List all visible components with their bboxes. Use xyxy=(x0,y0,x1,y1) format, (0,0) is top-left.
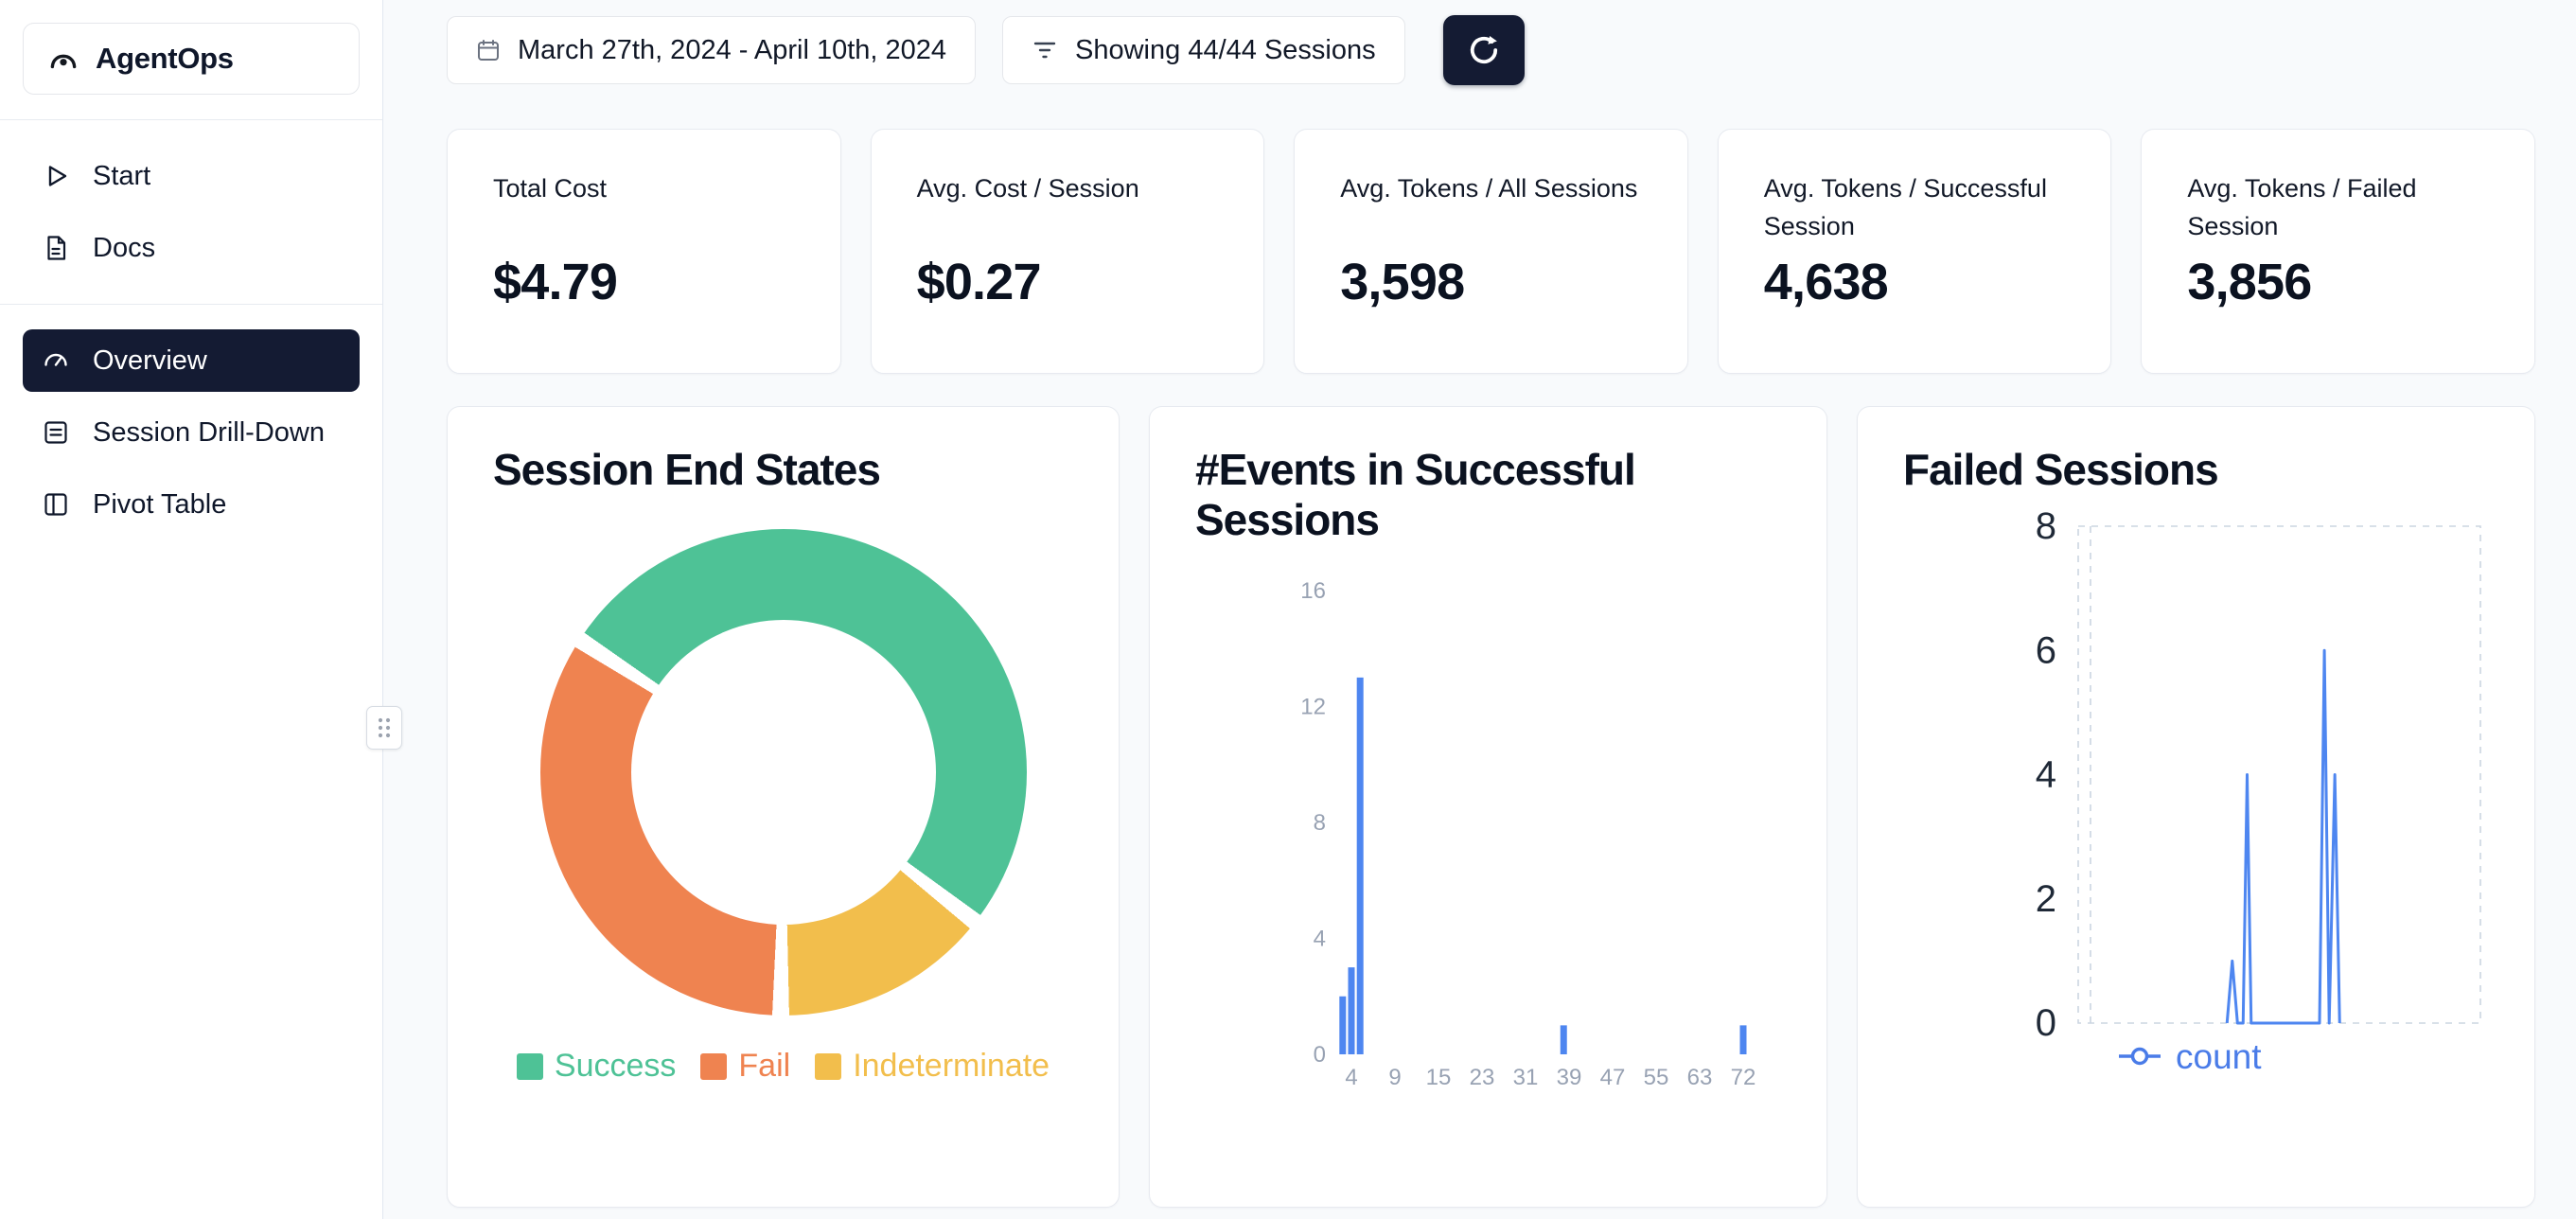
calendar-icon xyxy=(476,38,501,62)
legend-item-indeterminate: Indeterminate xyxy=(815,1048,1050,1085)
stat-label: Avg. Tokens / Failed Session xyxy=(2187,174,2417,240)
stat-value: 4,638 xyxy=(1763,254,1889,310)
date-range-button[interactable]: March 27th, 2024 - April 10th, 2024 xyxy=(447,16,977,84)
sidebar-divider xyxy=(0,304,382,305)
logo-text: AgentOps xyxy=(96,42,234,75)
grip-dots-icon xyxy=(378,717,391,738)
sidebar-item-label: Start xyxy=(93,160,151,191)
svg-text:4: 4 xyxy=(2036,754,2056,796)
sidebar-item-overview[interactable]: Overview xyxy=(23,329,360,392)
stats-row: Total Cost $4.79 Avg. Cost / Session $0.… xyxy=(447,129,2535,374)
sidebar-item-label: Session Drill-Down xyxy=(93,416,325,448)
legend-swatch xyxy=(815,1052,842,1080)
svg-text:72: 72 xyxy=(1731,1065,1756,1090)
svg-text:15: 15 xyxy=(1426,1065,1452,1090)
svg-text:55: 55 xyxy=(1644,1065,1669,1090)
svg-text:63: 63 xyxy=(1687,1065,1713,1090)
stat-value: $4.79 xyxy=(493,254,618,310)
charts-row: Session End States Success Fail Indetermin… xyxy=(447,406,2535,1208)
sidebar-item-start[interactable]: Start xyxy=(23,145,360,207)
failed-sessions-card: Failed Sessions 0 2 4 6 8 count xyxy=(1857,406,2535,1208)
sidebar-item-pivot-table[interactable]: Pivot Table xyxy=(23,473,360,536)
drilldown-list-icon xyxy=(40,416,72,449)
svg-text:23: 23 xyxy=(1470,1065,1495,1090)
svg-text:39: 39 xyxy=(1557,1065,1582,1090)
chart-title: #Events in Successful Sessions xyxy=(1195,445,1636,544)
session-end-states-donut xyxy=(539,529,1027,1016)
play-icon xyxy=(40,160,72,192)
svg-text:6: 6 xyxy=(2036,629,2056,671)
session-end-states-card: Session End States Success Fail Indetermin… xyxy=(447,406,1120,1208)
legend-label: Indeterminate xyxy=(853,1048,1050,1084)
stat-label: Avg. Tokens / Successful Session xyxy=(1763,174,2047,240)
stat-label: Avg. Tokens / All Sessions xyxy=(1340,174,1638,203)
stat-card-avg-cost-session: Avg. Cost / Session $0.27 xyxy=(870,129,1265,374)
agentops-logo-icon xyxy=(46,42,80,76)
legend-label: Fail xyxy=(738,1048,791,1084)
svg-text:4: 4 xyxy=(1345,1065,1357,1090)
svg-text:31: 31 xyxy=(1513,1065,1539,1090)
sidebar-divider xyxy=(0,119,382,120)
svg-text:8: 8 xyxy=(1314,810,1326,836)
svg-text:9: 9 xyxy=(1388,1065,1401,1090)
chart-title: Failed Sessions xyxy=(1903,445,2219,494)
chart-title: Session End States xyxy=(493,445,881,494)
stat-value: 3,856 xyxy=(2187,254,2312,310)
stat-value: $0.27 xyxy=(916,254,1042,310)
sidebar-resize-handle[interactable] xyxy=(366,706,402,750)
sidebar-item-label: Pivot Table xyxy=(93,488,227,520)
svg-text:0: 0 xyxy=(2036,1002,2056,1044)
sidebar-item-label: Overview xyxy=(93,344,207,376)
pivot-table-icon xyxy=(40,488,72,521)
stat-card-avg-tokens-all: Avg. Tokens / All Sessions 3,598 xyxy=(1294,129,1688,374)
donut-legend: Success Fail Indeterminate xyxy=(493,1048,1073,1085)
topbar: March 27th, 2024 - April 10th, 2024 Show… xyxy=(447,15,2535,85)
main-content: March 27th, 2024 - April 10th, 2024 Show… xyxy=(384,0,2576,1219)
filter-icon xyxy=(1032,37,1058,63)
stat-label: Total Cost xyxy=(493,174,608,203)
svg-text:2: 2 xyxy=(2036,878,2056,920)
donut-hole xyxy=(630,620,936,925)
legend-swatch xyxy=(700,1052,728,1080)
stat-label: Avg. Cost / Session xyxy=(916,174,1139,203)
events-in-successful-sessions-card: #Events in Successful Sessions 0 4 8 12 16 4 9… xyxy=(1149,406,1827,1208)
sidebar-item-docs[interactable]: Docs xyxy=(23,217,360,279)
logo[interactable]: AgentOps xyxy=(23,23,360,95)
svg-text:47: 47 xyxy=(1600,1065,1626,1090)
sidebar: AgentOps Start Docs Overview xyxy=(0,0,383,1219)
stat-value: 3,598 xyxy=(1340,254,1465,310)
failed-sessions-chart: 0 2 4 6 8 count xyxy=(2036,505,2481,1076)
refresh-icon xyxy=(1465,31,1503,69)
stat-card-total-cost: Total Cost $4.79 xyxy=(447,129,841,374)
svg-text:4: 4 xyxy=(1314,927,1326,952)
svg-text:0: 0 xyxy=(1314,1042,1326,1068)
legend-item-success: Success xyxy=(516,1048,677,1085)
sessions-filter-button[interactable]: Showing 44/44 Sessions xyxy=(1002,16,1405,84)
legend-label: Success xyxy=(554,1048,677,1084)
sidebar-item-session-drill-down[interactable]: Session Drill-Down xyxy=(23,401,360,464)
stat-card-avg-tokens-failed: Avg. Tokens / Failed Session 3,856 xyxy=(2141,129,2535,374)
gauge-icon xyxy=(40,344,72,377)
date-range-label: March 27th, 2024 - April 10th, 2024 xyxy=(518,34,947,65)
sessions-filter-label: Showing 44/44 Sessions xyxy=(1075,34,1376,65)
svg-text:16: 16 xyxy=(1300,578,1326,604)
svg-text:count: count xyxy=(2176,1037,2262,1076)
sidebar-item-label: Docs xyxy=(93,232,156,263)
stat-card-avg-tokens-successful: Avg. Tokens / Successful Session 4,638 xyxy=(1717,129,2112,374)
svg-text:12: 12 xyxy=(1300,695,1326,720)
legend-item-fail: Fail xyxy=(700,1048,790,1085)
svg-text:8: 8 xyxy=(2036,505,2056,547)
legend-swatch xyxy=(516,1052,543,1080)
refresh-button[interactable] xyxy=(1442,15,1525,85)
docs-icon xyxy=(40,232,72,264)
